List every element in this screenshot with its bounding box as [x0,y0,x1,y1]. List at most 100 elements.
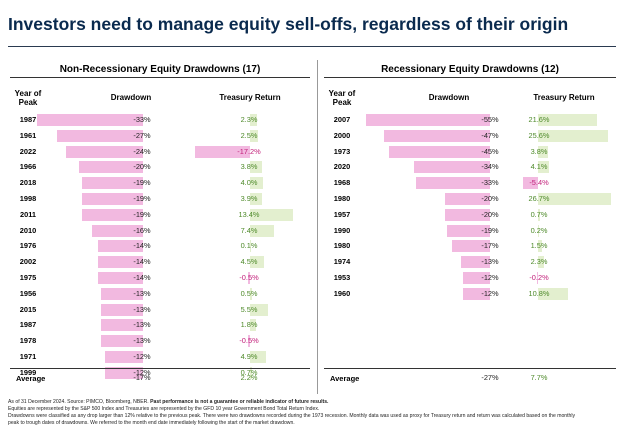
treasury-value: 4.1% [530,162,548,172]
average-treasury: 7.7% [530,373,548,382]
year-label: 1998 [19,194,37,203]
drawdown-bar [388,145,490,158]
treasury-value: 0.5% [240,288,258,298]
year-label: 1956 [19,288,37,298]
year-label: 1980 [333,194,351,203]
drawdown-bar [37,114,143,126]
average-rule [10,368,310,369]
treasury-value: 5.5% [240,304,258,314]
treasury-value: 3.9% [240,194,258,203]
column-header-year: Year of Peak [328,89,356,107]
treasury-bar [538,287,568,300]
drawdown-value: -19% [481,225,499,235]
treasury-value: 1.8% [240,320,258,330]
drawdown-value: -13% [133,320,151,330]
recessionary-table: Recessionary Equity Drawdowns (12) Year o… [324,64,616,394]
footnote-disclaimer: Past performance is not a guarantee or r… [150,399,329,405]
treasury-value: 3.8% [530,146,548,156]
column-header-year: Year of Peak [14,89,42,107]
treasury-value: -17.2% [237,146,261,156]
year-label: 1953 [333,273,351,282]
drawdown-bar [66,145,143,158]
treasury-bar [250,224,274,237]
drawdown-value: -16% [133,225,151,235]
drawdown-value: -12% [133,352,151,361]
year-label: 1980 [333,241,351,251]
treasury-bar [538,224,539,237]
treasury-value: 25.6% [528,130,550,140]
treasury-bar [250,129,258,142]
average-label: Average [330,374,360,383]
page-title: Investors need to manage equity sell-off… [8,14,569,34]
average-drawdown: -27% [481,373,499,382]
treasury-value: 0.7% [530,209,548,219]
drawdown-bar [463,287,490,300]
drawdown-bar [460,256,490,269]
drawdown-bar [366,114,490,126]
drawdown-value: -14% [133,241,151,251]
column-header-drawdown: Drawdown [110,93,152,102]
year-label: 1999 [19,367,37,377]
treasury-bar [538,129,609,142]
drawdown-value: -13% [133,336,151,346]
footnote-line-4: peak to trough dates of drawdowns. We re… [8,419,295,426]
treasury-bar [250,114,258,126]
treasury-bar [194,145,250,158]
year-label: 2002 [19,257,37,267]
drawdown-bar [98,256,143,269]
year-label: 2015 [19,304,37,314]
footnote-line-3: Drawdowns were classified as any drop la… [8,413,576,419]
drawdown-bar [104,366,143,379]
year-label: 2007 [333,115,351,124]
drawdown-bar [463,272,490,284]
year-label: 1968 [333,178,351,188]
treasury-value: -0.5% [239,336,259,346]
year-label: 1960 [333,288,351,298]
drawdown-value: -45% [481,146,499,156]
treasury-value: 7.4% [240,225,258,235]
drawdown-bar [82,208,143,221]
footnote-line-1: As of 31 December 2024. Source: PIMCO, B… [8,399,328,405]
treasury-value: 0.2% [530,225,548,235]
year-label: 1973 [333,146,351,156]
year-label: 1978 [19,336,37,346]
drawdown-value: -13% [133,288,151,298]
treasury-bar [250,193,263,205]
treasury-value: 4.5% [240,257,258,267]
treasury-bar [538,145,549,158]
treasury-value: 10.8% [528,288,550,298]
drawdown-bar [98,240,143,253]
treasury-bar [250,303,268,316]
drawdown-bar [101,319,143,332]
drawdown-value: -12% [481,273,499,282]
drawdown-value: -33% [481,178,499,188]
column-header-treasury: Treasury Return [533,93,595,102]
treasury-value: 0.1% [240,241,258,251]
treasury-value: 13.4% [238,209,260,219]
drawdown-bar [384,129,490,142]
drawdown-value: -47% [481,130,499,140]
treasury-bar [538,208,540,221]
drawdown-bar [451,240,490,253]
drawdown-bar [91,224,143,237]
average-drawdown: -17% [133,373,151,382]
treasury-value: 1.5% [530,241,548,251]
treasury-bar [250,319,256,332]
drawdown-bar [445,193,490,205]
treasury-value: 2.3% [530,257,548,267]
drawdown-value: -19% [133,194,151,203]
drawdown-value: -27% [133,130,151,140]
treasury-value: 2.3% [240,115,258,124]
drawdown-bar [98,272,143,284]
treasury-value: 21.6% [528,115,550,124]
drawdown-bar [445,208,490,221]
title-rule [8,46,616,47]
drawdown-bar [79,161,143,174]
treasury-bar [248,272,250,284]
year-label: 1961 [19,130,37,140]
table-title-rule [324,77,616,78]
drawdown-value: -13% [133,304,151,314]
year-label: 1971 [19,352,37,361]
drawdown-bar [447,224,490,237]
treasury-value: 4.0% [240,178,258,188]
